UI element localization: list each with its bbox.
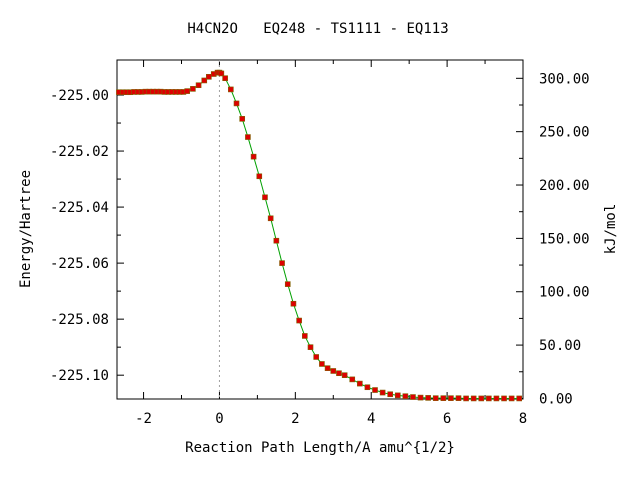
energy-series-points: [116, 69, 523, 402]
data-point: [262, 194, 268, 201]
data-point: [372, 387, 378, 393]
data-point: [245, 134, 251, 140]
data-point: [206, 74, 212, 80]
y-tick-label: -225.00: [50, 88, 109, 104]
data-point: [296, 317, 302, 324]
x-tick-label: 2: [291, 411, 299, 427]
y2-axis-label: kJ/mol: [603, 204, 619, 255]
y-tick-label: -225.10: [50, 368, 109, 384]
data-point: [410, 394, 416, 400]
y-axis-label: Energy/Hartree: [18, 170, 34, 288]
data-point: [184, 88, 190, 94]
data-point: [493, 395, 500, 402]
data-point: [250, 153, 257, 160]
data-point: [448, 395, 454, 401]
data-point: [349, 376, 356, 383]
data-point: [379, 389, 386, 396]
data-point: [394, 392, 401, 399]
chart-title: H4CN2O EQ248 - TS1111 - EQ113: [187, 21, 448, 37]
x-tick-label: 4: [367, 411, 375, 427]
data-point: [307, 344, 314, 350]
x-tick-label: 0: [215, 411, 223, 427]
y2-tick-label: 150.00: [539, 231, 590, 247]
x-tick-label: 6: [443, 411, 451, 427]
data-point: [201, 77, 208, 84]
data-point: [341, 372, 348, 378]
data-point: [290, 300, 297, 307]
y-tick-label: -225.02: [50, 144, 109, 160]
plot-frame: [116, 59, 524, 400]
data-point: [302, 333, 308, 339]
data-point: [324, 365, 331, 371]
data-point: [330, 368, 337, 374]
data-point: [425, 395, 431, 401]
y2-tick-label: 250.00: [539, 125, 590, 141]
data-point: [313, 354, 320, 360]
data-point: [336, 370, 342, 377]
data-point: [432, 395, 439, 401]
data-point: [239, 116, 246, 122]
energy-series-line: [118, 72, 520, 399]
data-point: [440, 395, 447, 401]
y2-tick-label: 300.00: [539, 71, 590, 87]
data-point: [417, 394, 424, 401]
data-point: [486, 395, 492, 402]
data-point: [218, 70, 225, 77]
y-tick-label: -225.08: [50, 312, 109, 328]
x-tick-label: -2: [135, 411, 152, 427]
data-point: [508, 395, 515, 402]
data-point: [190, 86, 196, 92]
x-axis-label: Reaction Path Length/A amu^{1/2}: [185, 440, 455, 456]
y-axis-ticks: -225.00 -225.02 -225.04 -225.06 -225.08 -225.…: [50, 88, 124, 384]
data-point: [364, 384, 371, 391]
x-axis-ticks: -2 0 2 4 6 8: [135, 60, 527, 427]
data-point: [222, 75, 228, 82]
y2-tick-label: 50.00: [539, 338, 581, 354]
data-point: [195, 82, 202, 89]
data-point: [357, 380, 363, 387]
data-point: [455, 395, 462, 401]
data-point: [228, 86, 234, 93]
data-point: [402, 393, 409, 400]
x-tick-label: 8: [519, 411, 527, 427]
data-point: [267, 215, 274, 222]
y2-axis-ticks: 300.00 250.00 200.00 150.00 100.00 50.00 0.00: [516, 71, 590, 407]
data-point: [470, 395, 477, 402]
y2-tick-label: 100.00: [539, 285, 590, 301]
data-point: [478, 395, 485, 402]
data-point: [279, 260, 285, 266]
data-point: [273, 237, 280, 244]
y2-tick-label: 200.00: [539, 178, 590, 194]
y-tick-label: -225.04: [50, 200, 109, 216]
y-tick-label: -225.06: [50, 256, 109, 272]
data-point: [319, 361, 325, 367]
data-point: [501, 395, 507, 402]
data-point: [233, 100, 240, 107]
data-point: [463, 395, 469, 402]
y2-tick-label: 0.00: [539, 391, 573, 407]
data-point: [516, 395, 523, 402]
data-point: [284, 281, 291, 287]
data-point: [387, 391, 394, 398]
data-point: [256, 173, 263, 180]
